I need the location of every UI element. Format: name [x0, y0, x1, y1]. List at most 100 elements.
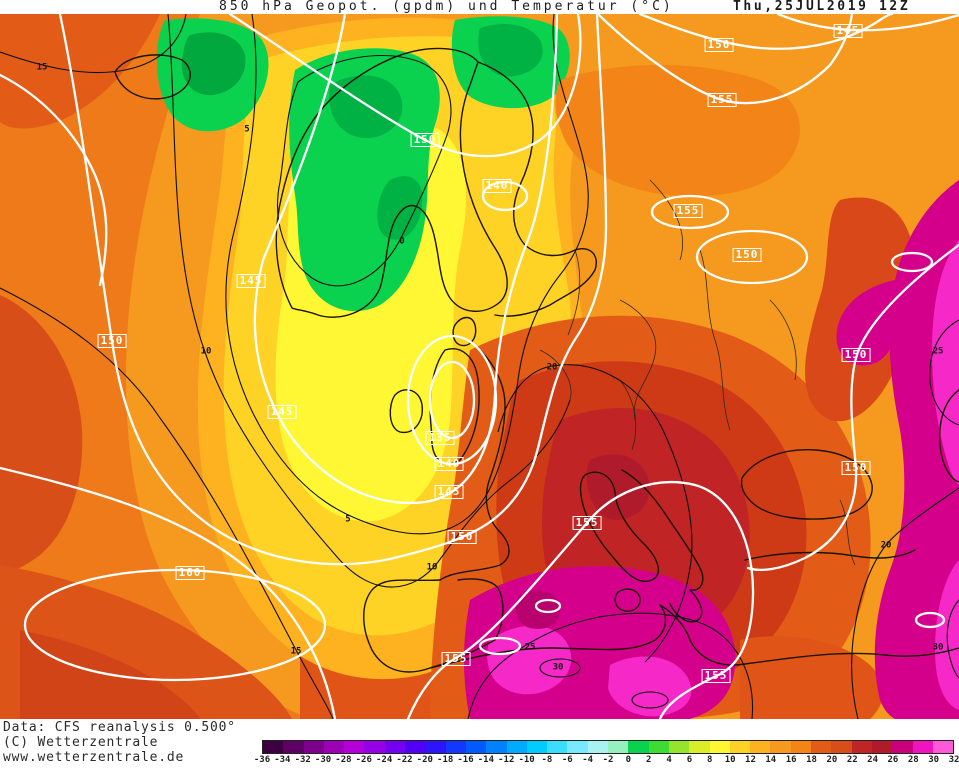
fill-pink-south-2: [608, 656, 692, 717]
colorbar-tick-label: 26: [887, 755, 899, 765]
colorbar-tick-label: -12: [498, 755, 515, 765]
coastline-turkey: [744, 549, 916, 561]
geo-contour-155-south: [406, 481, 755, 719]
geo-small-loop-4: [914, 611, 946, 629]
colorbar-cell: [689, 741, 710, 753]
temp-contour-15: [0, 14, 187, 74]
border-line: [619, 379, 637, 451]
temp-contour-15-sw: [0, 287, 334, 719]
colorbar-cell: [668, 741, 690, 753]
temp-contour-30b: [631, 691, 669, 709]
copyright-text: (C) Wetterzentrale: [3, 735, 159, 750]
border-line: [839, 499, 856, 566]
geo-contour-155-top: [596, 14, 854, 105]
colorbar-cell: [750, 741, 771, 753]
geo-contour-140: [406, 334, 498, 466]
colorbar-cell: [547, 741, 568, 753]
temp-contour-25: [467, 612, 754, 719]
geo-contour-nw: [0, 73, 108, 287]
geo-contour-160: [23, 568, 327, 682]
colorbar-cell: [831, 741, 852, 753]
colorbar-tick-label: 14: [765, 755, 777, 765]
colorbar-tick-label: -6: [561, 755, 573, 765]
coastline-ireland: [389, 389, 423, 434]
colorbar-tick-label: -24: [375, 755, 393, 765]
title-bar: 850 hPa Geopot. (gpdm) und Temperatur (°…: [0, 0, 959, 14]
colorbar-tick-label: 2: [645, 755, 652, 765]
temp-contour-20-east: [851, 487, 959, 719]
temperature-fill-layer: [0, 14, 959, 719]
colorbar-tick-label: -26: [355, 755, 372, 765]
colorbar-cell: [303, 741, 324, 753]
geo-contour-145: [253, 14, 559, 505]
colorbar-tick-label: 12: [745, 755, 756, 765]
geo-contour-135: [428, 360, 476, 440]
coastline-west-europe: [439, 349, 510, 581]
geo-small-loop-2: [534, 598, 562, 614]
colorbar-tick-label: 18: [806, 755, 817, 765]
colorbar-cell: [344, 741, 365, 753]
coastline-scandinavia: [275, 47, 508, 318]
colorbar-cell: [567, 741, 588, 753]
colorbar-tick-label: -14: [477, 755, 495, 765]
temp-contour-0: [277, 55, 452, 287]
temp-contour-30-east: [946, 599, 959, 679]
fill-green-nw-core: [181, 32, 246, 96]
temp-contour-25-east: [929, 319, 959, 426]
temp-contour-5: [225, 14, 589, 535]
temperature-contours-layer: [0, 14, 959, 719]
map-title: 850 hPa Geopot. (gpdm) und Temperatur (°…: [219, 0, 674, 14]
colorbar-cell: [445, 741, 466, 753]
fill-west-red: [0, 295, 83, 573]
colorbar-tick-label: 10: [724, 755, 736, 765]
fill-east-patch: [555, 65, 800, 197]
colorbar-tick-label: -28: [335, 755, 352, 765]
colorbar-cell: [628, 741, 649, 753]
colorbar-cell: [323, 741, 345, 753]
colorbar-cells: [262, 740, 954, 754]
colorbar-tick-label: -18: [437, 755, 454, 765]
geo-small-loop-3: [890, 251, 934, 273]
map-area: 145 150 155 150 140 155 150 145 150 150 145 135 140 1…: [0, 14, 959, 719]
border-line: [699, 249, 731, 431]
geo-contour-150-ridge: [695, 229, 809, 285]
fill-green-n-core: [478, 24, 543, 77]
colorbar-cell: [851, 741, 872, 753]
colorbar-cell: [892, 741, 913, 753]
colorbar-cell: [486, 741, 507, 753]
fill-pink-east-1: [932, 240, 959, 485]
colorbar-tick-label: -32: [294, 755, 311, 765]
colorbar-cell: [729, 741, 751, 753]
temp-contour-10: [167, 14, 571, 588]
colorbar-tick-label: 16: [785, 755, 797, 765]
geo-contour-140-north: [481, 180, 529, 212]
fill-crimson-spot: [586, 454, 650, 520]
border-line: [769, 299, 797, 381]
colorbar-cell: [932, 741, 954, 753]
fill-west-orange: [0, 14, 310, 719]
colorbar-tick-label: 6: [686, 755, 693, 765]
colorbar-tick-labels: -36 -34 -32 -30 -28 -26 -24 -22 -20 -18 -16 -14 -12-…: [254, 755, 959, 766]
colorbar-tick-label: 28: [907, 755, 919, 765]
colorbar-cell: [608, 741, 629, 753]
colorbar-cell: [506, 741, 527, 753]
geo-contour-145-ne: [776, 14, 959, 32]
fill-br-red: [740, 636, 884, 719]
colorbar-tick-label: 4: [666, 755, 672, 765]
colorbar-tick-label: -16: [457, 755, 474, 765]
colorbar-cell: [811, 741, 832, 753]
coastline-iceland: [114, 54, 191, 100]
colorbar-cell: [263, 741, 284, 753]
website-link[interactable]: www.wetterzentrale.de: [3, 750, 185, 765]
colorbar-cell: [790, 741, 812, 753]
colorbar-cell: [587, 741, 609, 753]
geo-contour-155-atlantic: [0, 466, 337, 719]
colorbar-cell: [648, 741, 669, 753]
colorbar-tick-label: 8: [707, 755, 713, 765]
geo-contour-155-closed: [650, 194, 730, 230]
colorbar-cell: [871, 741, 893, 753]
coastline-baltic-finland: [477, 61, 597, 317]
fill-pink-south-1: [487, 625, 572, 695]
colorbar-cell: [425, 741, 446, 753]
